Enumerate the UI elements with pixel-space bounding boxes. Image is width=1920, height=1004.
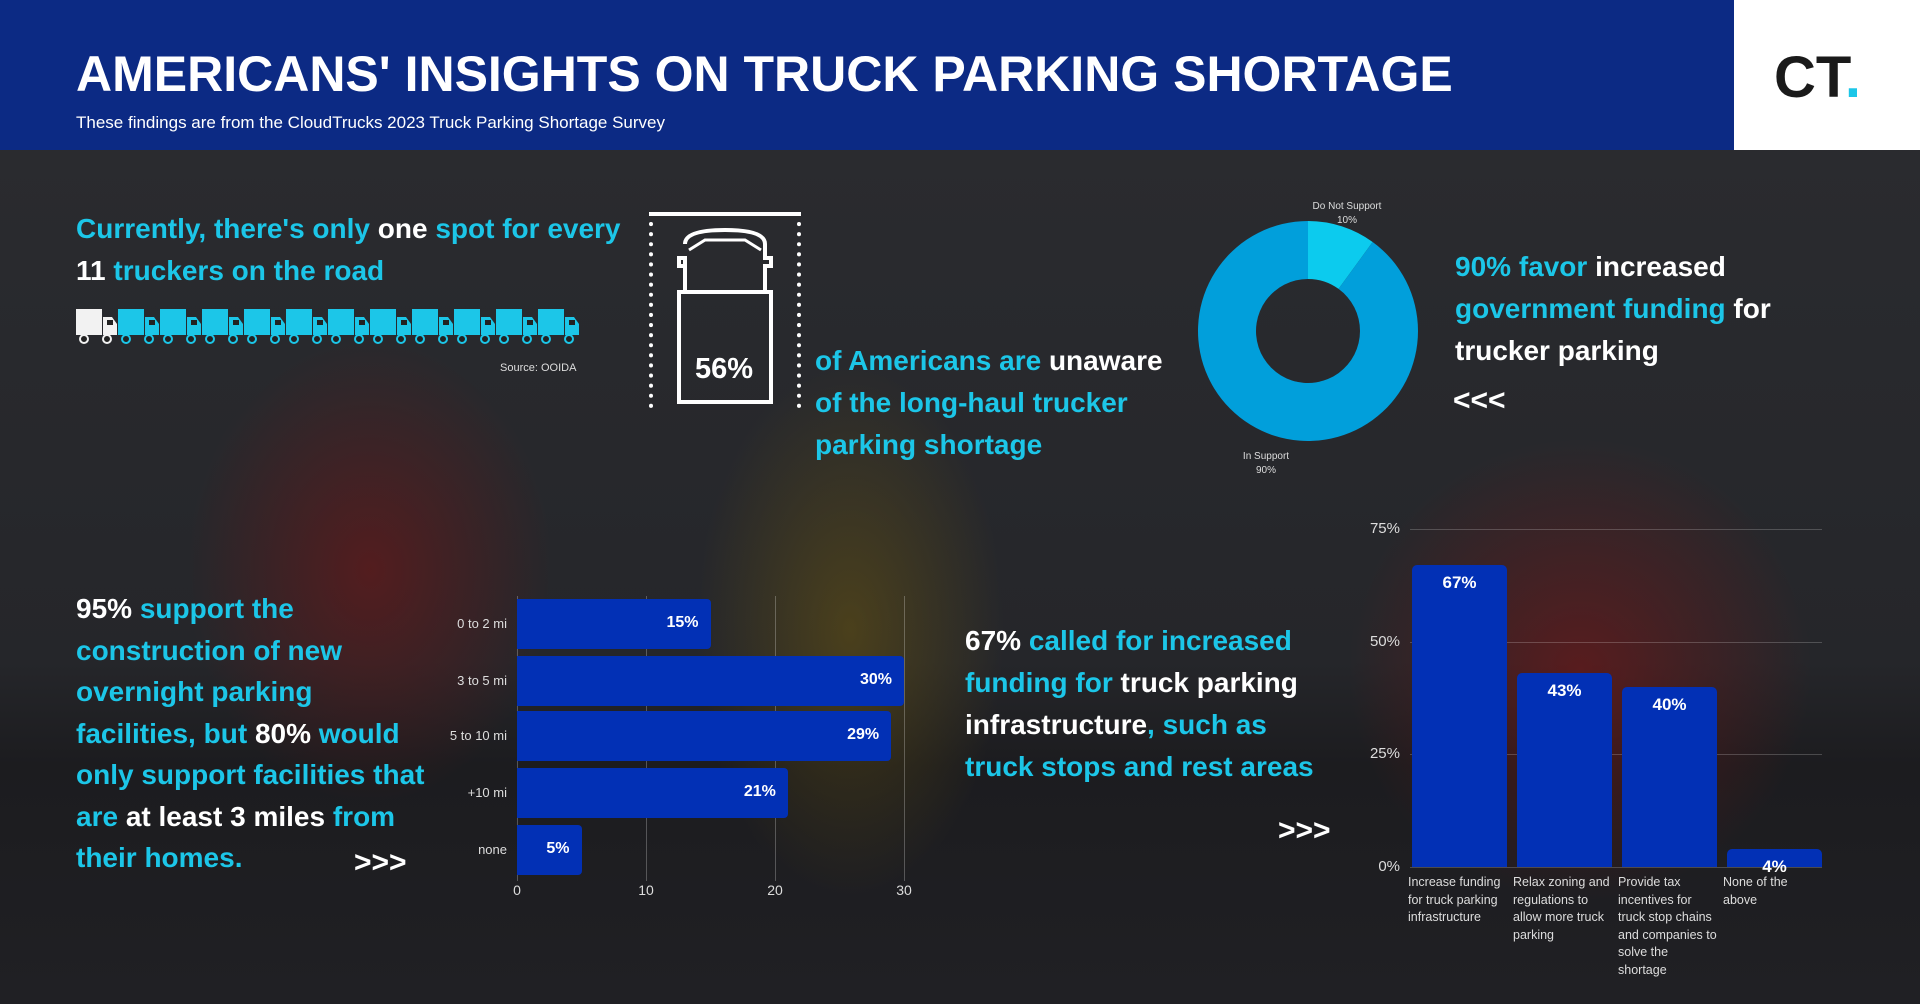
header-banner: AMERICANS' INSIGHTS ON TRUCK PARKING SHO… <box>0 0 1734 150</box>
text: of the long-haul trucker <box>815 387 1128 418</box>
text: , such as <box>1147 709 1267 740</box>
text: Currently, there's only <box>76 213 378 244</box>
text-emph: infrastructure <box>965 709 1148 740</box>
truck-icon <box>496 309 537 344</box>
text: construction of new <box>76 634 342 666</box>
page-title: AMERICANS' INSIGHTS ON TRUCK PARKING SHO… <box>76 46 1453 102</box>
text: government funding <box>1455 293 1726 324</box>
page-subtitle: These findings are from the CloudTrucks … <box>76 113 665 132</box>
logo-text: CT <box>1774 45 1845 110</box>
truck-icon <box>454 309 495 344</box>
text-emph: for <box>1725 293 1771 324</box>
text: would <box>310 717 400 749</box>
label: Do Not Support <box>1312 201 1382 212</box>
cloudtrucks-logo: CT. <box>1774 44 1904 111</box>
truck-icon <box>202 309 243 344</box>
value: 10% <box>1336 215 1357 226</box>
truck-icon-row <box>76 306 586 348</box>
text: of Americans are <box>815 345 1049 376</box>
right-chevrons-icon: >>> <box>1278 814 1331 847</box>
label: In Support <box>1242 451 1290 462</box>
text: support the <box>132 593 294 624</box>
truck-icon <box>118 309 159 344</box>
truck-icon <box>286 309 327 344</box>
truck-icon <box>412 309 453 344</box>
value: 90% <box>1255 465 1276 476</box>
donut-label-do-not-support: Do Not Support 10% <box>1287 200 1407 228</box>
unaware-percent: 56% <box>694 353 754 385</box>
truck-icon <box>538 309 579 344</box>
text-emph: increased <box>1587 251 1726 282</box>
stat-government-funding: 90% favor increased government funding f… <box>1455 246 1855 372</box>
text: overnight parking <box>76 676 313 707</box>
truck-icon <box>160 309 201 344</box>
source-note: Source: OOIDA <box>500 362 577 374</box>
text-emph: unaware <box>1048 345 1163 376</box>
truck-icon <box>328 309 369 344</box>
text-emph: 67% <box>965 625 1022 656</box>
left-chevrons-icon: <<< <box>1453 384 1506 417</box>
text: are <box>76 800 126 832</box>
truck-icon <box>370 309 411 344</box>
right-chevrons-icon: >>> <box>354 846 407 879</box>
text: facilities, but <box>76 717 255 749</box>
text: spot for every <box>427 213 621 244</box>
text: from <box>325 800 396 832</box>
text: truckers on the road <box>105 254 385 286</box>
text: truck stops and rest areas <box>965 751 1314 782</box>
text: 90% favor <box>1455 251 1588 282</box>
text: their homes. <box>76 842 243 873</box>
text-emph: 95% <box>76 593 133 624</box>
truck-icon <box>76 309 117 344</box>
text-emph: 11 <box>76 254 106 286</box>
donut-slice-do-not-support <box>1308 221 1373 289</box>
text-emph: 80% <box>254 717 311 749</box>
truck-icon <box>244 309 285 344</box>
stat-infrastructure-funding: 67% called for increased funding for tru… <box>965 620 1345 788</box>
text: called for increased <box>1021 625 1292 656</box>
text-emph: trucker parking <box>1455 335 1659 366</box>
text-emph: truck parking <box>1112 667 1298 698</box>
text: parking shortage <box>815 429 1043 460</box>
text: only support facilities that <box>76 759 425 790</box>
donut-slice-in-support <box>1198 221 1418 441</box>
text-emph: at least 3 miles <box>125 800 326 832</box>
text: funding for <box>965 667 1113 698</box>
text-emph: one <box>377 213 428 244</box>
logo-box: CT. <box>1734 0 1920 150</box>
donut-label-in-support: In Support 90% <box>1206 450 1326 478</box>
support-donut-chart <box>1198 221 1418 441</box>
stat-unaware: of Americans are unaware of the long-hau… <box>815 340 1175 466</box>
stat-construction-support: 95% support the construction of new over… <box>76 588 456 879</box>
parking-spot-icon <box>649 212 801 408</box>
stat-one-spot: Currently, there's only one spot for eve… <box>76 208 636 291</box>
logo-dot: . <box>1844 45 1862 110</box>
